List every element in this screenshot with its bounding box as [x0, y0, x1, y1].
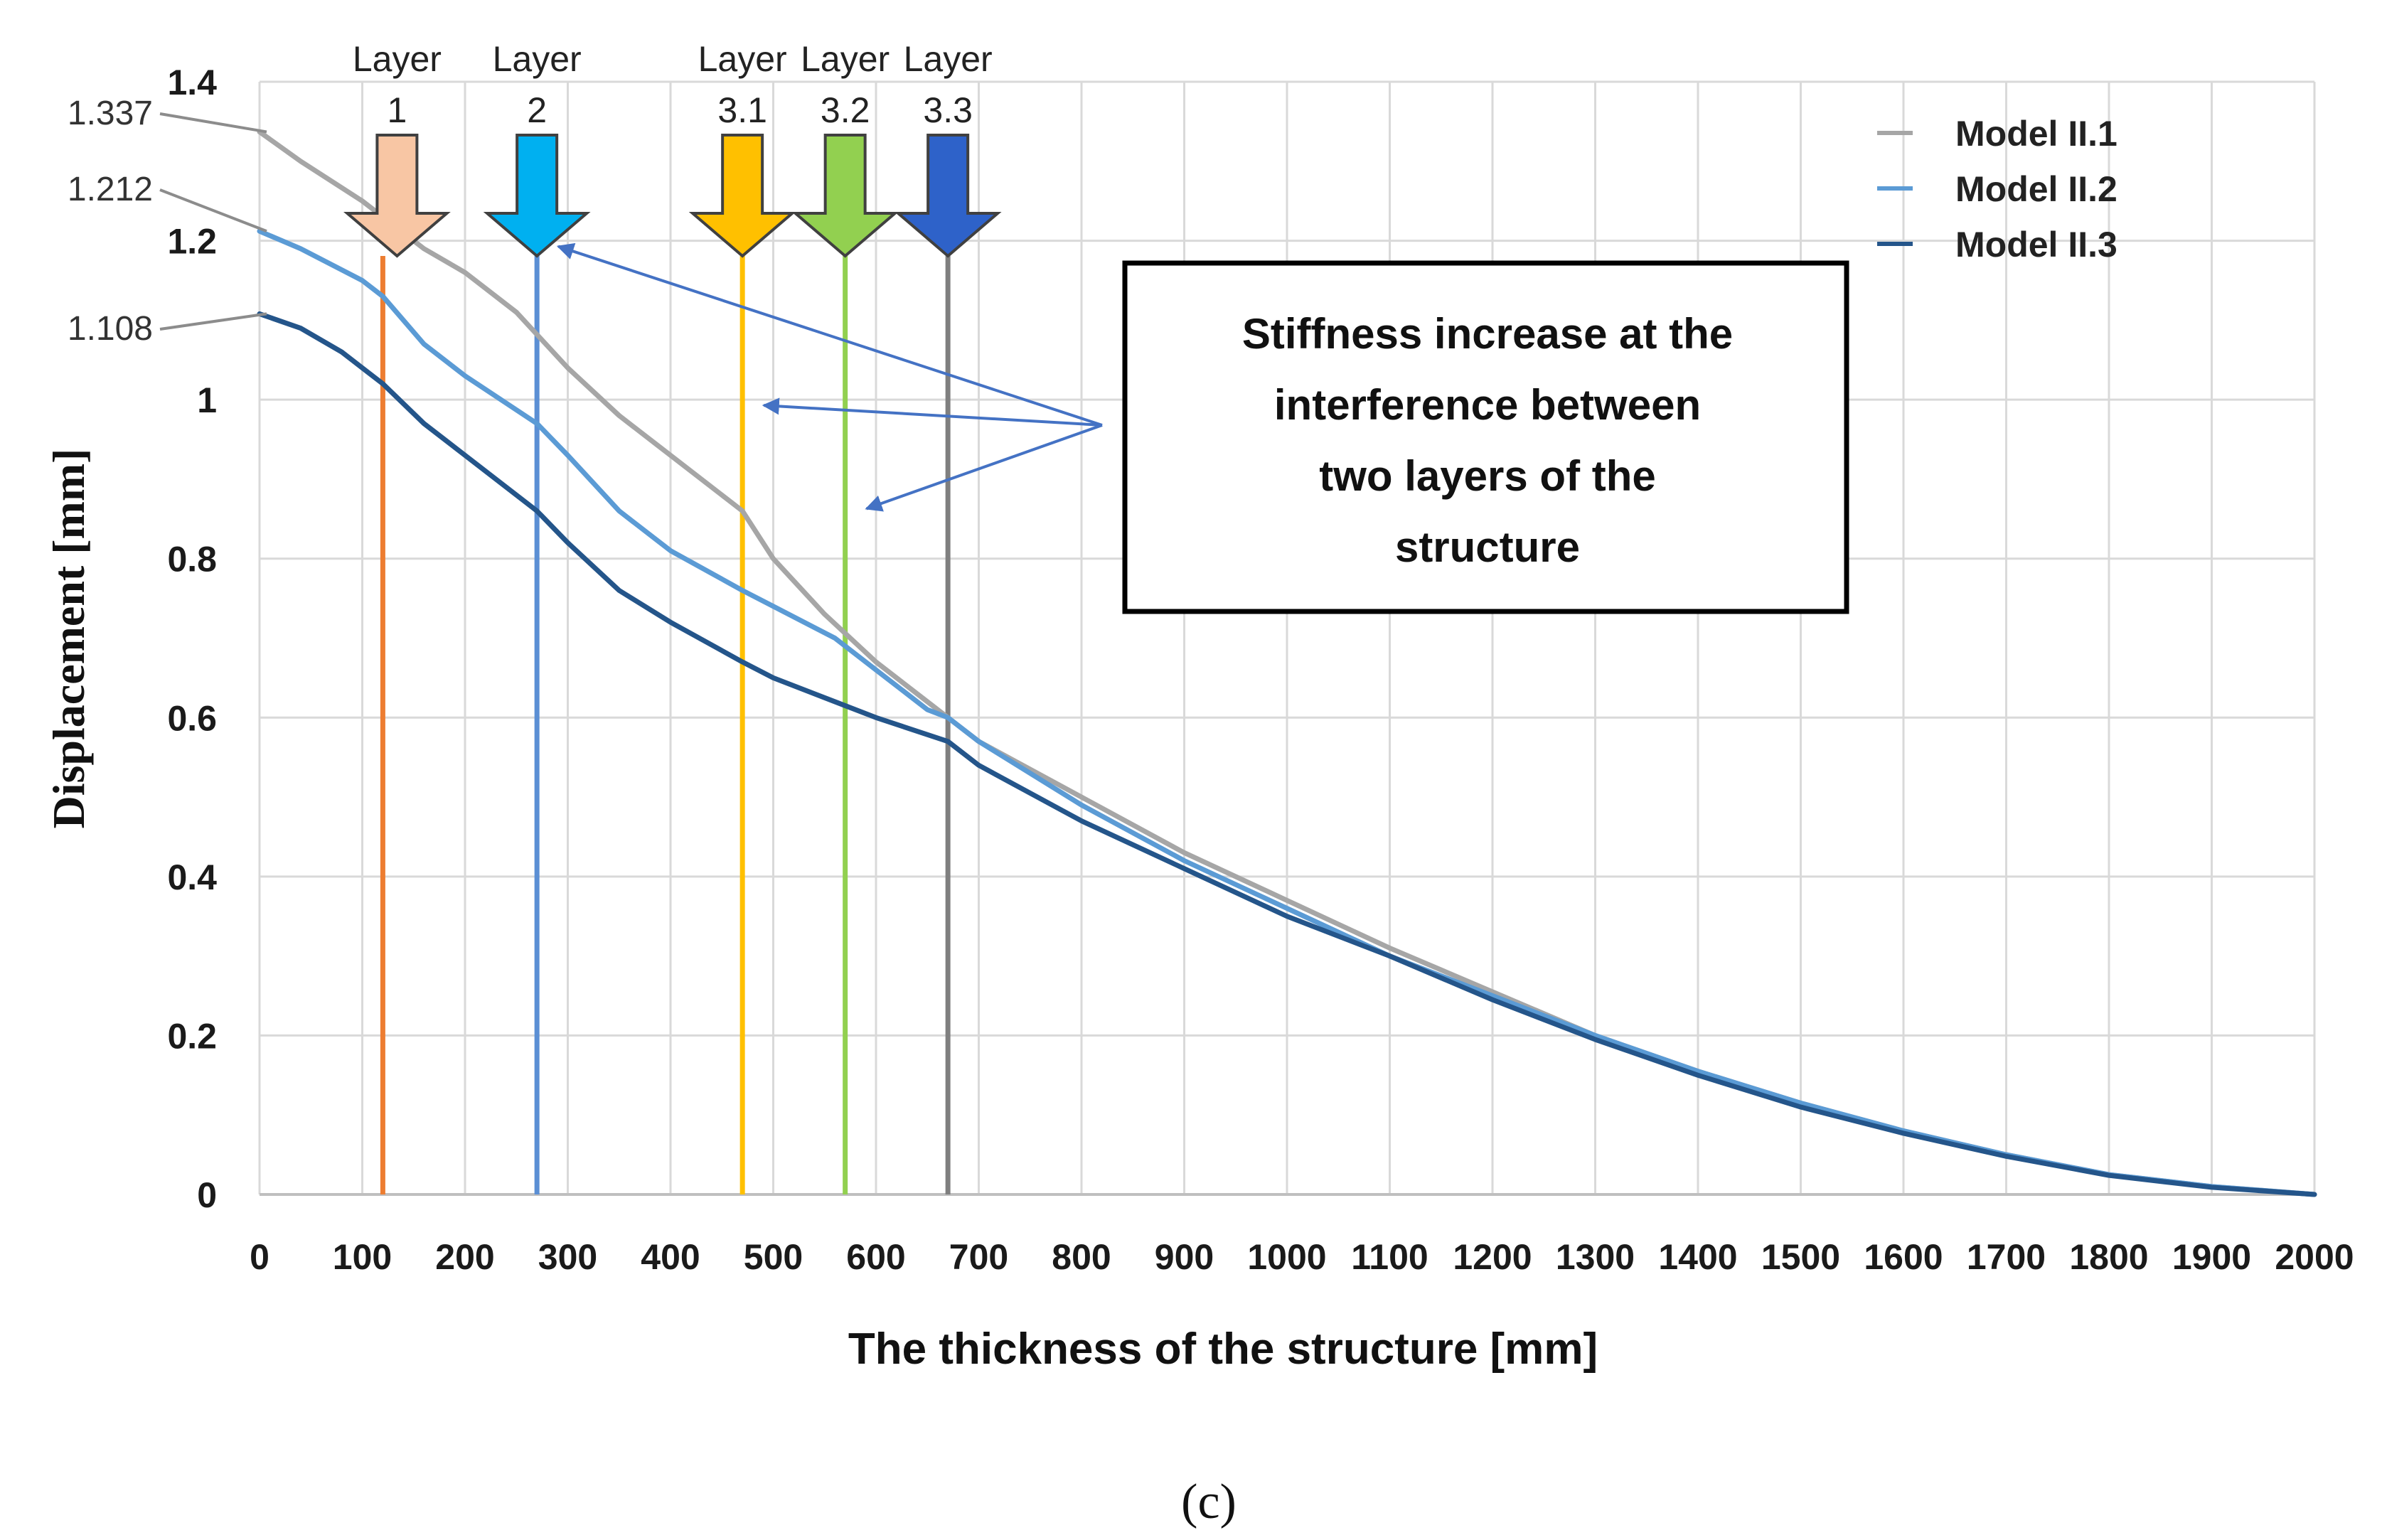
x-tick-label: 800	[1052, 1237, 1111, 1277]
x-tick-label: 1200	[1453, 1237, 1532, 1277]
legend-label: Model II.1	[1955, 114, 2117, 154]
y-tick-label: 0	[197, 1175, 217, 1215]
y-tick-label: 0.2	[167, 1016, 217, 1056]
layer-arrow-icon	[483, 134, 591, 258]
x-tick-label: 500	[744, 1237, 803, 1277]
x-tick-label: 900	[1155, 1237, 1214, 1277]
annotation-text: two layers of the	[1319, 452, 1655, 500]
start-value-leader	[159, 112, 267, 134]
y-tick-label: 1.4	[167, 63, 217, 102]
legend-label: Model II.3	[1955, 225, 2117, 264]
annotation-arrow	[556, 242, 1103, 427]
start-value-label: 1.212	[68, 171, 153, 208]
x-tick-label: 200	[435, 1237, 494, 1277]
start-value-leader	[159, 312, 267, 331]
legend-label: Model II.2	[1955, 169, 2117, 209]
x-tick-label: 0	[250, 1237, 269, 1277]
start-value-label: 1.337	[68, 95, 153, 132]
start-value-label: 1.108	[68, 310, 153, 348]
layer-label-number: 3.2	[821, 90, 870, 130]
layer-label-title: Layer	[493, 39, 582, 79]
x-tick-label: 1300	[1556, 1237, 1635, 1277]
layer-arrow-icon	[688, 134, 796, 258]
x-tick-label: 700	[949, 1237, 1008, 1277]
x-axis-title: The thickness of the structure [mm]	[848, 1325, 1598, 1374]
y-tick-label: 1	[197, 380, 217, 420]
layer-label-number: 3.3	[923, 90, 973, 130]
titles: The thickness of the structure [mm] Displ…	[43, 449, 1598, 1529]
x-tick-label: 1400	[1658, 1237, 1737, 1277]
layer-label-number: 1	[387, 90, 407, 130]
y-tick-label: 0.8	[167, 540, 217, 579]
y-axis-title: Displacement [mm]	[43, 449, 94, 829]
start-value-callouts: 1.337 1.212 1.108	[68, 95, 267, 348]
y-tick-label: 0.4	[167, 857, 217, 897]
layer-label-number: 2	[527, 90, 547, 130]
layer-label-title: Layer	[904, 39, 993, 79]
x-tick-label: 2000	[2275, 1237, 2354, 1277]
x-tick-label: 1100	[1351, 1237, 1428, 1277]
layer-label-number: 3.1	[717, 90, 767, 130]
layer-label-title: Layer	[801, 39, 890, 79]
x-tick-label: 1500	[1761, 1237, 1840, 1277]
layer-arrow-icon	[894, 134, 1002, 258]
layer-arrows: Layer 1 Layer 2 Layer 3.1 Layer 3.2 Layer 3.3	[343, 39, 1002, 258]
layer-arrow-icon	[343, 134, 451, 258]
x-tick-label: 1000	[1247, 1237, 1326, 1277]
layer-boundaries	[380, 256, 951, 1194]
series-line-model-ii-3	[257, 311, 2317, 1197]
annotation-text: interference between	[1274, 381, 1701, 429]
x-tick-label: 600	[846, 1237, 905, 1277]
x-tick-label: 1600	[1864, 1237, 1943, 1277]
annotation-box	[1122, 260, 1849, 614]
layer-label-title: Layer	[698, 39, 787, 79]
annotation-arrow	[865, 424, 1103, 512]
series-lines	[257, 129, 2317, 1197]
x-tick-label: 400	[641, 1237, 700, 1277]
annotation: Stiffness increase at the interference be…	[556, 242, 1849, 614]
annotation-text: structure	[1395, 523, 1580, 571]
x-tick-label: 1800	[2069, 1237, 2148, 1277]
legend: Model II.1 Model II.2 Model II.3	[1877, 114, 2117, 264]
annotation-arrow	[762, 397, 1103, 427]
figure-caption: (c)	[1181, 1475, 1237, 1529]
tick-labels: 0 100 200 300 400 500 600 700 800 900 1000 1100 1200…	[167, 63, 2354, 1277]
x-tick-label: 1900	[2172, 1237, 2251, 1277]
layer-label-title: Layer	[353, 39, 442, 79]
layer-arrow-icon	[791, 134, 899, 258]
x-tick-label: 1700	[1967, 1237, 2046, 1277]
x-tick-label: 300	[538, 1237, 597, 1277]
annotation-text: Stiffness increase at the	[1242, 310, 1733, 358]
start-value-leader	[159, 188, 267, 233]
y-tick-label: 1.2	[167, 222, 217, 262]
x-tick-label: 100	[333, 1237, 392, 1277]
series-line-model-ii-2	[257, 228, 2317, 1197]
y-tick-label: 0.6	[167, 698, 217, 738]
